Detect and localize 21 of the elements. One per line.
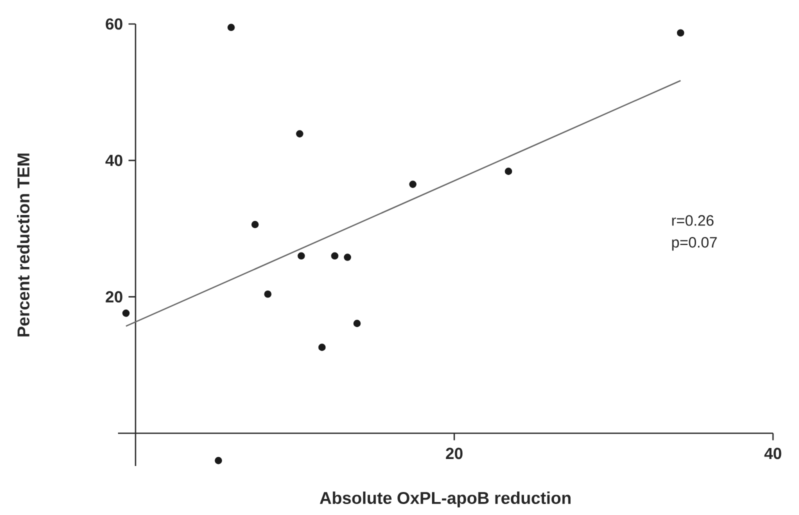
annotation: p=0.07 <box>672 237 717 251</box>
y-tick-label: 60 <box>106 18 122 30</box>
point <box>214 456 222 464</box>
y-axis-title: Percent reduction TEM <box>16 154 30 336</box>
point <box>264 290 272 298</box>
x-axis-title: Absolute OxPL-apoB reduction <box>320 492 571 508</box>
point <box>504 168 512 175</box>
point <box>298 252 305 260</box>
point <box>296 130 304 138</box>
point <box>344 254 352 261</box>
point <box>676 29 684 37</box>
point <box>228 24 235 32</box>
y-tick-label: 20 <box>106 291 122 302</box>
point <box>122 310 130 317</box>
point <box>251 220 259 228</box>
point <box>331 252 338 260</box>
point <box>409 180 416 188</box>
point <box>318 344 326 351</box>
y-tick-label: 40 <box>105 154 122 166</box>
annotation: r=0.26 <box>672 215 714 226</box>
point <box>353 320 361 328</box>
